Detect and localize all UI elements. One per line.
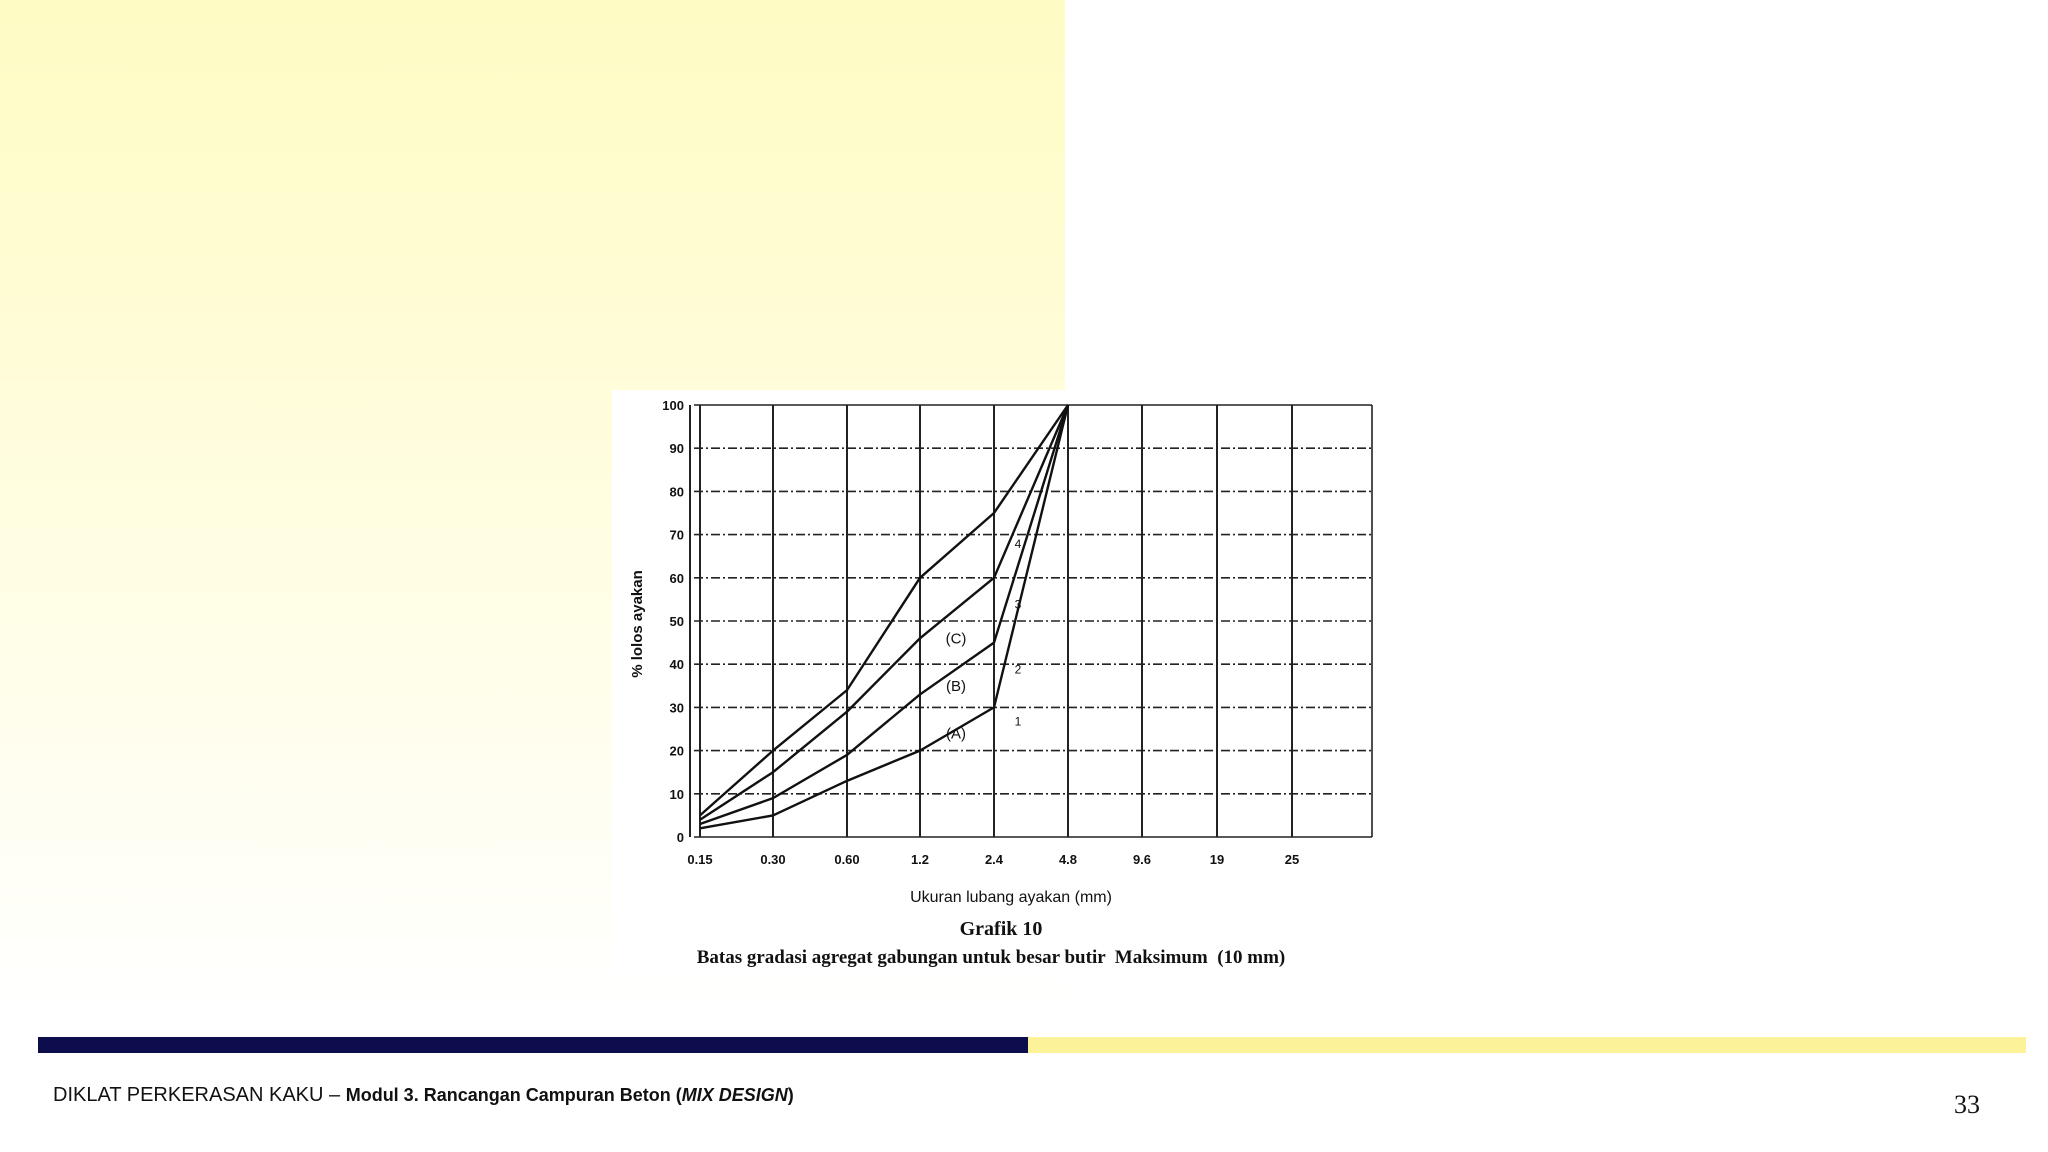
y-tick-label: 60 bbox=[670, 571, 684, 586]
footer-module-italic: MIX DESIGN bbox=[681, 1085, 788, 1105]
footer-prefix: DIKLAT PERKERASAN KAKU – bbox=[53, 1084, 346, 1106]
x-tick-label: 2.4 bbox=[985, 852, 1004, 867]
x-axis-label: Ukuran lubang ayakan (mm) bbox=[910, 889, 1112, 906]
chart-title: Grafik 10 bbox=[960, 918, 1043, 940]
y-tick-label: 0 bbox=[677, 830, 684, 845]
chart-annotation: 2 bbox=[1015, 663, 1022, 677]
footer-module: Modul 3. Rancangan Campuran Beton ( bbox=[345, 1085, 682, 1105]
x-tick-label: 0.15 bbox=[687, 852, 712, 867]
x-tick-label: 4.8 bbox=[1059, 852, 1077, 867]
chart-annotation: (C) bbox=[946, 630, 967, 647]
y-tick-label: 70 bbox=[670, 528, 684, 543]
chart-svg: 0 10 20 30 40 50 60 70 80 90 100 0.15 0.30 0.60 1.2 2.4… bbox=[629, 398, 1373, 968]
y-tick-label: 40 bbox=[670, 657, 684, 672]
chart-annotation: (B) bbox=[946, 678, 966, 695]
series-line-3 bbox=[699, 404, 1070, 821]
footer-text: DIKLAT PERKERASAN KAKU – Modul 3. Rancan… bbox=[53, 1084, 794, 1107]
x-tick-label: 0.60 bbox=[834, 852, 859, 867]
series-line-1 bbox=[699, 404, 1070, 830]
footer-module-close: ) bbox=[787, 1085, 794, 1105]
footer-bar-light bbox=[1028, 1037, 2026, 1053]
x-tick-label: 9.6 bbox=[1133, 852, 1151, 867]
series-line-4 bbox=[699, 404, 1069, 817]
chart-annotation: (A) bbox=[946, 725, 966, 742]
chart-annotation: 3 bbox=[1015, 598, 1022, 612]
y-tick-label: 50 bbox=[670, 614, 684, 629]
chart-annotation: 4 bbox=[1015, 537, 1022, 551]
y-tick-label: 80 bbox=[670, 484, 684, 499]
y-tick-label: 20 bbox=[670, 744, 684, 759]
x-tick-label: 0.30 bbox=[760, 852, 785, 867]
footer-bar-dark bbox=[38, 1037, 1028, 1053]
chart-subtitle: Batas gradasi agregat gabungan untuk bes… bbox=[697, 947, 1286, 968]
y-tick-label: 90 bbox=[670, 441, 684, 456]
x-tick-label: 25 bbox=[1285, 852, 1299, 867]
y-tick-label: 10 bbox=[670, 787, 684, 802]
page-number: 33 bbox=[1954, 1090, 1980, 1119]
y-tick-label: 30 bbox=[670, 700, 684, 715]
y-tick-label: 100 bbox=[662, 398, 684, 413]
chart-annotation: 1 bbox=[1015, 714, 1022, 728]
x-tick-label: 19 bbox=[1210, 852, 1224, 867]
series-line-2 bbox=[699, 404, 1070, 826]
y-axis-label: % lolos ayakan bbox=[629, 570, 646, 678]
x-tick-label: 1.2 bbox=[911, 852, 929, 867]
chart-figure: 0 10 20 30 40 50 60 70 80 90 100 0.15 0.30 0.60 1.2 2.4… bbox=[612, 390, 1380, 978]
